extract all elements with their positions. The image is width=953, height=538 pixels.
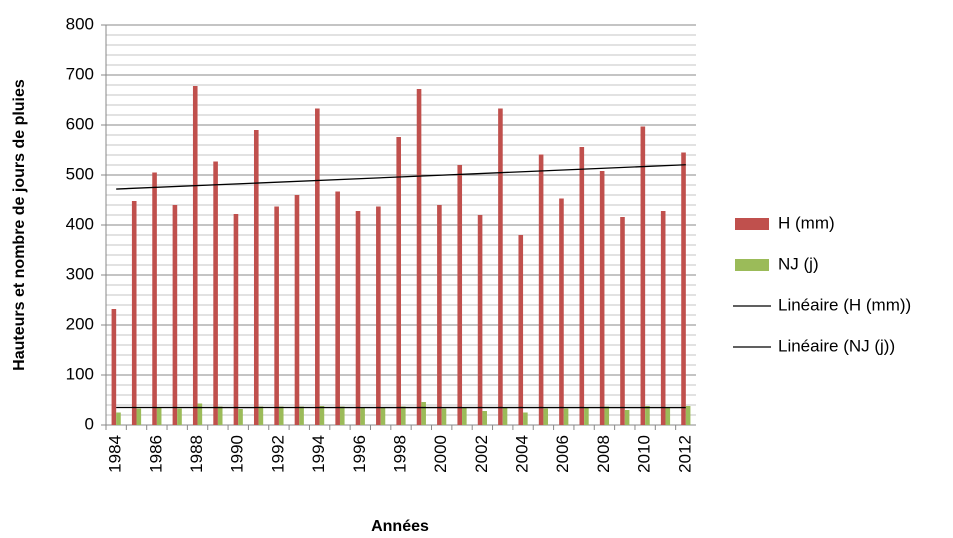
x-tick-label: 1992 (268, 435, 287, 473)
x-tick-label: 2010 (635, 435, 654, 473)
x-tick-label: 2012 (675, 435, 694, 473)
x-tick-label: 1994 (309, 435, 328, 473)
x-tick-label: 1984 (106, 435, 125, 473)
x-tick-label: 1986 (146, 435, 165, 473)
trend-line (116, 164, 686, 190)
x-tick-label: 1996 (350, 435, 369, 473)
bar (274, 206, 279, 425)
y-tick-label: 200 (66, 314, 94, 333)
x-tick-label: 2000 (431, 435, 450, 473)
bar (462, 407, 467, 425)
bar (315, 108, 320, 425)
bar (131, 201, 137, 425)
bar (380, 407, 386, 425)
x-tick-label: 1988 (187, 435, 206, 473)
legend-swatch (735, 259, 769, 271)
x-tick-label: 2008 (594, 435, 613, 473)
y-tick-label: 0 (85, 414, 94, 433)
bar (620, 217, 625, 425)
bar (213, 161, 218, 425)
bar (645, 406, 650, 425)
bar (457, 165, 463, 425)
bar (177, 408, 182, 425)
bar (437, 205, 442, 425)
legend-label: H (mm) (778, 213, 835, 232)
y-tick-label: 400 (66, 214, 94, 233)
y-tick-label: 800 (66, 14, 94, 33)
x-tick-label: 1998 (390, 435, 409, 473)
bar (681, 152, 686, 425)
bar (152, 172, 157, 425)
bar (217, 406, 223, 425)
bar (376, 206, 381, 425)
bar (238, 409, 243, 425)
bar (579, 147, 585, 425)
bar (335, 191, 340, 425)
bar (197, 403, 203, 425)
bar (355, 211, 361, 425)
bar (660, 211, 666, 425)
legend-swatch (735, 218, 769, 230)
bar (543, 408, 549, 425)
bar (518, 235, 524, 425)
legend-label: Linéaire (NJ (j)) (778, 336, 895, 355)
bar (253, 130, 259, 425)
bar (523, 412, 528, 425)
bar (319, 406, 325, 425)
bar (339, 406, 345, 425)
bar (441, 408, 447, 425)
y-tick-label: 100 (66, 364, 94, 383)
y-tick-label: 700 (66, 64, 94, 83)
bar (278, 406, 284, 425)
bar (299, 406, 304, 425)
x-tick-label: 1990 (228, 435, 247, 473)
bar (538, 154, 544, 425)
y-tick-label: 600 (66, 114, 94, 133)
bar (192, 86, 198, 425)
bar (685, 406, 691, 425)
bar (116, 412, 121, 425)
bar (233, 214, 239, 425)
bar (640, 126, 646, 425)
bar (111, 309, 117, 425)
x-axis-title: Années (371, 518, 429, 535)
x-tick-label: 2006 (553, 435, 572, 473)
bar (294, 195, 300, 425)
bar (599, 171, 605, 425)
bar (624, 410, 630, 425)
legend-label: Linéaire (H (mm)) (778, 295, 911, 314)
x-tick-label: 2004 (513, 435, 532, 473)
legend-label: NJ (j) (778, 254, 819, 273)
bar (401, 406, 406, 425)
bar (477, 215, 483, 425)
bar (584, 407, 589, 425)
bar (156, 407, 162, 425)
y-axis-title: Hauteurs et nombre de jours de pluies (11, 79, 28, 371)
bar (482, 411, 487, 425)
bar (421, 402, 426, 425)
bar (563, 408, 569, 425)
bar (258, 406, 264, 425)
bar (416, 89, 422, 425)
bar (172, 205, 178, 425)
bar (498, 108, 503, 425)
bar (502, 407, 508, 425)
bar (360, 407, 365, 425)
bar (396, 137, 401, 425)
bar (604, 406, 610, 425)
bar (136, 408, 142, 425)
x-tick-label: 2002 (472, 435, 491, 473)
y-tick-label: 500 (66, 164, 94, 183)
bar (559, 198, 564, 425)
bar (665, 407, 671, 425)
y-tick-label: 300 (66, 264, 94, 283)
